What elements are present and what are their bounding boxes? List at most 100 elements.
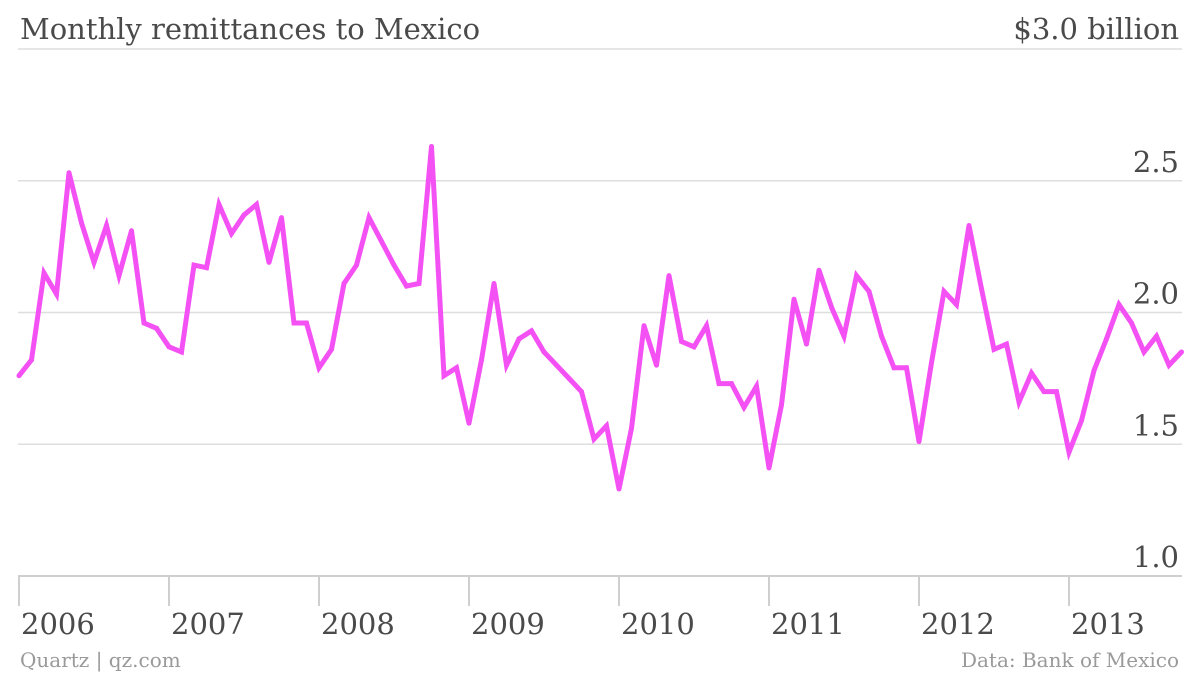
data-point: [29, 357, 34, 363]
data-point: [604, 423, 609, 429]
x-tick-label: 2008: [321, 607, 395, 641]
data-point: [704, 323, 709, 329]
data-point: [129, 228, 134, 234]
x-tick-label: 2009: [471, 607, 545, 641]
data-point: [1129, 320, 1134, 326]
data-point: [16, 373, 22, 379]
series-layer: [16, 144, 1184, 492]
x-tick-label: 2010: [621, 607, 695, 641]
data-point: [266, 259, 272, 265]
data-point: [891, 365, 897, 371]
gridlines: [18, 48, 1182, 577]
data-point: [391, 262, 397, 268]
data-point: [716, 381, 722, 387]
data-point: [316, 365, 322, 371]
x-tick-label: 2011: [771, 607, 845, 641]
source-credit: Quartz | qz.com: [20, 648, 181, 672]
data-point: [91, 259, 97, 265]
data-point: [1079, 418, 1084, 423]
data-point: [141, 320, 147, 326]
data-point: [766, 465, 772, 471]
data-point: [1029, 370, 1034, 376]
data-point: [841, 333, 847, 339]
data-point: [529, 328, 534, 334]
data-point: [629, 425, 634, 431]
data-point: [354, 262, 359, 268]
data-point: [516, 336, 522, 342]
data-point: [191, 262, 197, 268]
data-point: [979, 286, 984, 292]
data-point: [579, 389, 584, 395]
chart-title: Monthly remittances to Mexico: [20, 12, 481, 46]
data-point: [991, 346, 997, 352]
data-point: [454, 365, 459, 371]
data-point: [591, 436, 597, 442]
data-point: [779, 402, 784, 408]
data-point: [491, 281, 497, 286]
data-point: [291, 320, 297, 326]
data-point: [816, 267, 822, 273]
x-tick-label: 2013: [1071, 607, 1145, 641]
data-point: [966, 223, 972, 228]
data-point: [379, 238, 384, 244]
data-point: [241, 212, 247, 218]
data-point: [829, 304, 834, 310]
data-point: [941, 288, 947, 294]
y-tick-label: 1.0: [1133, 540, 1179, 574]
data-point: [866, 288, 872, 294]
data-point: [754, 383, 759, 389]
data-point: [466, 420, 472, 426]
data-point: [441, 373, 447, 379]
data-point: [854, 273, 859, 279]
data-point: [341, 281, 347, 286]
data-point: [691, 344, 697, 350]
data-point: [954, 302, 959, 308]
data-point: [1004, 341, 1009, 347]
data-point: [204, 265, 209, 271]
data-point: [229, 231, 234, 236]
data-point: [429, 144, 434, 149]
x-tick-label: 2012: [921, 607, 995, 641]
data-point: [404, 283, 409, 289]
data-point: [54, 291, 59, 297]
data-point: [791, 296, 797, 302]
data-point: [1141, 349, 1147, 355]
data-point: [154, 325, 159, 331]
data-point: [541, 349, 547, 355]
data-point: [654, 362, 659, 368]
x-axis: 2006 2007 2008 2009 2010 2011 2012 2013: [18, 576, 1145, 641]
data-point: [216, 202, 222, 207]
data-point: [641, 323, 647, 329]
data-source: Data: Bank of Mexico: [960, 648, 1179, 672]
data-point: [1066, 449, 1072, 455]
series-line: [17, 146, 1184, 490]
data-point: [416, 281, 422, 286]
data-point: [904, 365, 909, 371]
data-point: [279, 215, 284, 221]
data-point: [616, 486, 622, 492]
data-point: [79, 220, 84, 226]
y-axis: 1.0 1.5 2.0 2.5: [1133, 145, 1179, 574]
data-point: [804, 341, 809, 347]
data-point: [104, 223, 109, 228]
data-point: [566, 375, 572, 381]
data-point: [1154, 333, 1159, 339]
data-point: [929, 360, 934, 366]
data-point: [116, 273, 122, 279]
data-point: [741, 404, 747, 410]
data-point: [504, 362, 509, 368]
data-point: [179, 349, 184, 355]
data-point: [679, 339, 684, 344]
y-tick-label: 1.5: [1133, 408, 1179, 442]
data-point: [366, 215, 372, 221]
data-point: [329, 346, 334, 352]
data-point: [166, 344, 172, 350]
data-point: [1179, 349, 1184, 355]
x-tick-label: 2006: [21, 607, 95, 641]
data-point: [66, 170, 72, 176]
data-point: [879, 333, 884, 339]
data-point: [1041, 389, 1047, 395]
data-point: [1104, 336, 1109, 342]
data-point: [1116, 302, 1122, 308]
